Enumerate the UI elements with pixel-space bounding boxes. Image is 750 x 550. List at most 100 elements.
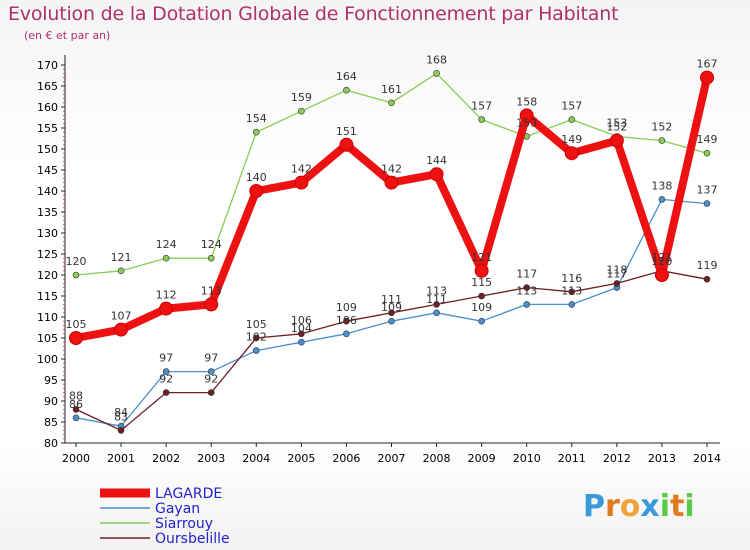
logo-letter: t <box>670 489 684 524</box>
x-tick-label: 2003 <box>197 452 225 465</box>
data-point <box>72 414 80 422</box>
data-point <box>703 200 711 207</box>
y-tick-label: 105 <box>37 332 58 345</box>
data-label: 109 <box>336 301 357 314</box>
data-label: 86 <box>69 398 83 411</box>
y-tick-label: 135 <box>37 206 58 219</box>
x-tick-label: 2002 <box>152 452 180 465</box>
data-label: 167 <box>697 58 718 71</box>
data-label: 153 <box>516 116 537 129</box>
chart-title: Evolution de la Dotation Globale de Fonc… <box>8 3 619 25</box>
data-point <box>159 301 174 316</box>
data-point <box>433 309 440 317</box>
data-label: 121 <box>111 251 132 264</box>
data-point <box>703 275 711 283</box>
data-label: 106 <box>336 314 357 327</box>
data-label: 111 <box>381 293 402 306</box>
data-label: 121 <box>651 251 672 264</box>
data-label: 120 <box>66 255 87 268</box>
data-point <box>298 107 305 115</box>
data-point <box>207 389 215 396</box>
data-label: 149 <box>561 133 582 146</box>
x-tick-label: 2009 <box>468 452 496 465</box>
proxiti-logo: Proxiti <box>583 489 695 524</box>
legend-label: Oursbelille <box>155 531 230 547</box>
data-label: 158 <box>516 95 537 108</box>
data-point <box>117 427 125 434</box>
y-tick-label: 140 <box>37 185 58 198</box>
x-tick-label: 2001 <box>107 452 135 465</box>
data-point <box>252 334 260 342</box>
data-point <box>568 301 576 308</box>
x-tick-label: 2005 <box>287 452 315 465</box>
data-point <box>658 196 666 203</box>
data-label: 105 <box>246 318 267 331</box>
data-point <box>162 254 170 262</box>
data-point <box>343 330 350 338</box>
data-label: 138 <box>651 179 672 192</box>
y-tick-label: 150 <box>37 143 58 156</box>
axes: 80 85 90 95 100 105 110 115 120 125 130 135 140 145 15… <box>37 55 721 465</box>
data-point <box>294 175 309 190</box>
data-label: 164 <box>336 70 357 83</box>
data-label: 120 <box>651 255 672 268</box>
data-label: 152 <box>651 121 672 134</box>
legend-label: Gayan <box>155 501 200 517</box>
data-label: 109 <box>471 301 492 314</box>
data-point <box>429 167 444 182</box>
data-point <box>384 175 399 190</box>
data-label: 121 <box>471 251 492 264</box>
data-label: 142 <box>381 163 402 176</box>
data-point <box>609 133 624 148</box>
data-label: 157 <box>471 100 492 113</box>
chart-subtitle: (en € et par an) <box>24 29 111 42</box>
data-point <box>613 280 621 287</box>
data-label: 109 <box>381 301 402 314</box>
data-point <box>478 317 485 325</box>
data-point <box>343 317 350 325</box>
x-tick-label: 2010 <box>513 452 541 465</box>
data-point <box>207 254 215 262</box>
data-label: 116 <box>561 272 582 285</box>
series-layer <box>69 70 714 434</box>
y-tick-label: 110 <box>37 311 58 324</box>
data-point <box>339 137 354 152</box>
data-point <box>249 184 264 198</box>
y-tick-label: 130 <box>37 227 58 240</box>
data-point <box>478 116 485 123</box>
x-tick-label: 2013 <box>648 452 676 465</box>
x-tick-label: 2004 <box>242 452 270 465</box>
data-label: 115 <box>471 276 492 289</box>
data-point <box>298 338 305 346</box>
y-tick-label: 100 <box>37 353 58 366</box>
data-point <box>523 284 531 291</box>
data-label: 107 <box>111 310 132 323</box>
data-point <box>474 263 489 278</box>
y-tick-label: 155 <box>37 122 58 135</box>
y-tick-label: 165 <box>37 80 58 93</box>
data-label: 137 <box>697 184 718 197</box>
data-label: 161 <box>381 83 402 96</box>
data-point <box>204 297 219 312</box>
y-tick-label: 85 <box>44 416 58 429</box>
data-label: 102 <box>246 331 267 344</box>
data-point <box>700 70 714 85</box>
data-point <box>162 368 170 375</box>
data-label: 151 <box>336 125 357 138</box>
data-label: 84 <box>114 406 128 419</box>
data-point <box>478 292 485 300</box>
logo-letter: i <box>660 489 670 524</box>
data-point <box>658 137 666 144</box>
data-point <box>72 271 80 279</box>
y-tick-label: 95 <box>44 374 58 387</box>
data-label: 140 <box>246 171 267 184</box>
logo-letter: r <box>605 489 620 524</box>
x-tick-label: 2006 <box>332 452 360 465</box>
y-tick-label: 90 <box>44 395 58 408</box>
data-label: 152 <box>606 121 627 134</box>
x-tick-label: 2012 <box>603 452 631 465</box>
